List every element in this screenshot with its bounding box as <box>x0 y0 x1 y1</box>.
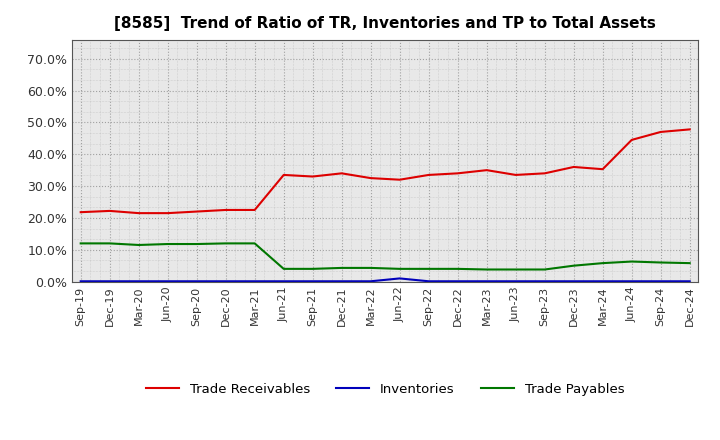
Inventories <box>424 279 433 284</box>
Legend: Trade Receivables, Inventories, Trade Payables: Trade Receivables, Inventories, Trade Pa… <box>141 377 629 401</box>
Trade Receivables <box>454 171 462 176</box>
Trade Payables <box>511 267 520 272</box>
Trade Receivables <box>541 171 549 176</box>
Inventories <box>338 279 346 284</box>
Inventories <box>454 279 462 284</box>
Trade Payables <box>338 265 346 271</box>
Inventories <box>192 279 201 284</box>
Trade Receivables <box>135 210 143 216</box>
Inventories <box>657 279 665 284</box>
Trade Receivables <box>308 174 317 179</box>
Trade Receivables <box>424 172 433 178</box>
Line: Inventories: Inventories <box>81 279 690 281</box>
Inventories <box>163 279 172 284</box>
Trade Payables <box>76 241 85 246</box>
Inventories <box>627 279 636 284</box>
Trade Payables <box>105 241 114 246</box>
Trade Payables <box>221 241 230 246</box>
Trade Payables <box>251 241 259 246</box>
Inventories <box>279 279 288 284</box>
Trade Payables <box>627 259 636 264</box>
Trade Receivables <box>657 129 665 135</box>
Inventories <box>105 279 114 284</box>
Inventories <box>685 279 694 284</box>
Title: [8585]  Trend of Ratio of TR, Inventories and TP to Total Assets: [8585] Trend of Ratio of TR, Inventories… <box>114 16 656 32</box>
Trade Payables <box>395 266 404 271</box>
Trade Payables <box>163 242 172 247</box>
Trade Payables <box>366 265 375 271</box>
Trade Receivables <box>598 167 607 172</box>
Trade Receivables <box>221 207 230 213</box>
Trade Receivables <box>482 168 491 173</box>
Trade Payables <box>570 263 578 268</box>
Inventories <box>366 279 375 284</box>
Trade Payables <box>657 260 665 265</box>
Inventories <box>482 279 491 284</box>
Trade Payables <box>685 260 694 266</box>
Trade Payables <box>135 242 143 248</box>
Trade Payables <box>598 260 607 266</box>
Trade Receivables <box>192 209 201 214</box>
Trade Payables <box>424 266 433 271</box>
Trade Receivables <box>366 176 375 181</box>
Trade Payables <box>308 266 317 271</box>
Trade Receivables <box>76 209 85 215</box>
Line: Trade Receivables: Trade Receivables <box>81 129 690 213</box>
Inventories <box>541 279 549 284</box>
Inventories <box>308 279 317 284</box>
Trade Payables <box>454 266 462 271</box>
Inventories <box>395 276 404 281</box>
Line: Trade Payables: Trade Payables <box>81 243 690 269</box>
Inventories <box>511 279 520 284</box>
Trade Payables <box>482 267 491 272</box>
Inventories <box>570 279 578 284</box>
Trade Receivables <box>338 171 346 176</box>
Trade Receivables <box>511 172 520 178</box>
Inventories <box>135 279 143 284</box>
Trade Receivables <box>395 177 404 182</box>
Trade Payables <box>279 266 288 271</box>
Inventories <box>76 279 85 284</box>
Inventories <box>598 279 607 284</box>
Trade Receivables <box>627 137 636 143</box>
Inventories <box>221 279 230 284</box>
Trade Receivables <box>105 208 114 213</box>
Inventories <box>251 279 259 284</box>
Trade Payables <box>192 242 201 247</box>
Trade Receivables <box>685 127 694 132</box>
Trade Receivables <box>570 164 578 169</box>
Trade Receivables <box>251 207 259 213</box>
Trade Receivables <box>279 172 288 178</box>
Trade Payables <box>541 267 549 272</box>
Trade Receivables <box>163 210 172 216</box>
